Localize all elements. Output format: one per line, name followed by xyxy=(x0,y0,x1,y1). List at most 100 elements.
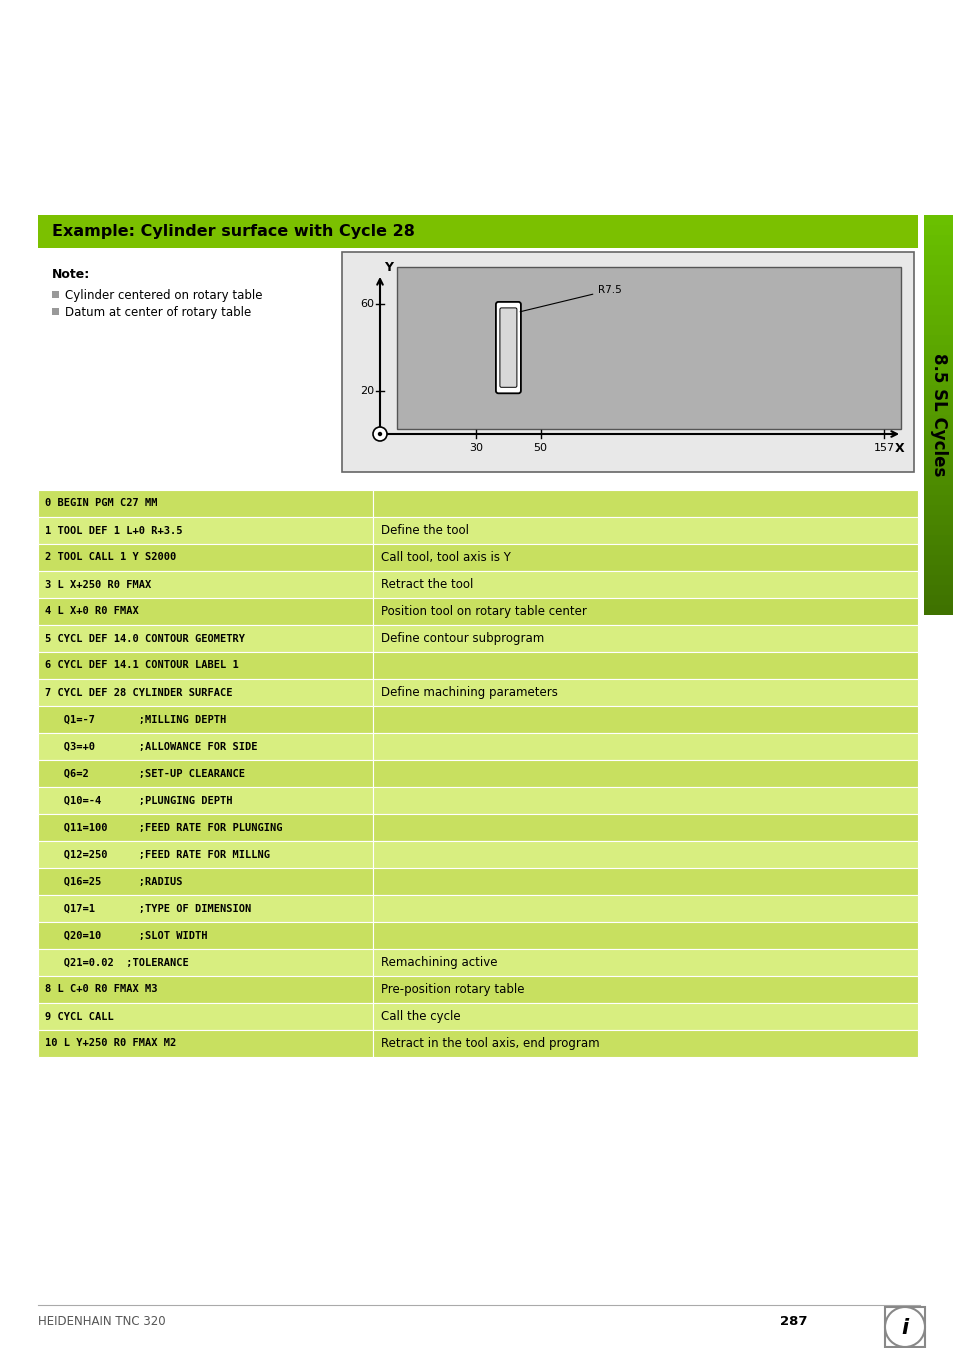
Text: Q1=-7       ;MILLING DEPTH: Q1=-7 ;MILLING DEPTH xyxy=(45,714,226,724)
Bar xyxy=(373,841,917,868)
Text: 60: 60 xyxy=(359,299,374,310)
Bar xyxy=(923,305,953,315)
Text: Example: Cylinder surface with Cycle 28: Example: Cylinder surface with Cycle 28 xyxy=(52,224,415,239)
Text: R7.5: R7.5 xyxy=(519,284,621,311)
Text: Note:: Note: xyxy=(52,268,91,280)
Bar xyxy=(923,485,953,495)
Bar xyxy=(923,515,953,524)
Text: Define contour subprogram: Define contour subprogram xyxy=(380,632,543,644)
Bar xyxy=(923,275,953,284)
Bar xyxy=(923,474,953,485)
Text: Datum at center of rotary table: Datum at center of rotary table xyxy=(65,306,251,319)
Bar xyxy=(38,652,373,679)
Text: Q10=-4      ;PLUNGING DEPTH: Q10=-4 ;PLUNGING DEPTH xyxy=(45,795,233,806)
Text: 0 BEGIN PGM C27 MM: 0 BEGIN PGM C27 MM xyxy=(45,499,157,508)
FancyBboxPatch shape xyxy=(496,302,520,394)
Text: i: i xyxy=(901,1318,907,1339)
Bar xyxy=(38,706,373,733)
Text: 1 TOOL DEF 1 L+0 R+3.5: 1 TOOL DEF 1 L+0 R+3.5 xyxy=(45,526,182,535)
Circle shape xyxy=(377,431,382,437)
Bar xyxy=(923,565,953,576)
Text: Q3=+0       ;ALLOWANCE FOR SIDE: Q3=+0 ;ALLOWANCE FOR SIDE xyxy=(45,741,257,751)
Bar xyxy=(923,445,953,456)
Bar xyxy=(38,572,373,599)
Text: 3 L X+250 R0 FMAX: 3 L X+250 R0 FMAX xyxy=(45,580,152,589)
Bar xyxy=(396,267,900,429)
Bar xyxy=(923,456,953,465)
Bar xyxy=(923,386,953,395)
Bar xyxy=(38,868,373,895)
Bar xyxy=(373,976,917,1003)
Text: Call tool, tool axis is Y: Call tool, tool axis is Y xyxy=(380,551,511,563)
Bar xyxy=(373,599,917,625)
Bar xyxy=(373,625,917,652)
Bar xyxy=(373,787,917,814)
Bar xyxy=(373,652,917,679)
Bar xyxy=(923,284,953,295)
Text: Q20=10      ;SLOT WIDTH: Q20=10 ;SLOT WIDTH xyxy=(45,930,208,941)
Bar xyxy=(373,868,917,895)
Text: 50: 50 xyxy=(533,443,547,453)
Bar xyxy=(923,375,953,386)
Bar xyxy=(923,225,953,235)
Bar xyxy=(923,545,953,555)
Bar xyxy=(38,895,373,922)
Bar xyxy=(373,895,917,922)
Bar xyxy=(52,307,59,315)
Text: 287: 287 xyxy=(780,1316,806,1328)
Text: 7 CYCL DEF 28 CYLINDER SURFACE: 7 CYCL DEF 28 CYLINDER SURFACE xyxy=(45,687,233,697)
Text: Q6=2        ;SET-UP CLEARANCE: Q6=2 ;SET-UP CLEARANCE xyxy=(45,768,245,779)
Text: Define machining parameters: Define machining parameters xyxy=(380,686,558,700)
Text: Cylinder centered on rotary table: Cylinder centered on rotary table xyxy=(65,288,262,302)
Bar xyxy=(923,594,953,605)
Text: 2 TOOL CALL 1 Y S2000: 2 TOOL CALL 1 Y S2000 xyxy=(45,553,176,562)
Text: 6 CYCL DEF 14.1 CONTOUR LABEL 1: 6 CYCL DEF 14.1 CONTOUR LABEL 1 xyxy=(45,661,238,670)
Text: Y: Y xyxy=(384,262,393,274)
Bar xyxy=(373,760,917,787)
Bar xyxy=(923,295,953,305)
Bar xyxy=(38,949,373,976)
Bar xyxy=(923,355,953,365)
Text: 9 CYCL CALL: 9 CYCL CALL xyxy=(45,1011,113,1022)
Bar xyxy=(923,535,953,545)
Bar xyxy=(38,1030,373,1057)
Text: Q12=250     ;FEED RATE FOR MILLNG: Q12=250 ;FEED RATE FOR MILLNG xyxy=(45,849,270,860)
Bar xyxy=(373,679,917,706)
Bar xyxy=(38,733,373,760)
Bar xyxy=(373,1003,917,1030)
Text: 8 L C+0 R0 FMAX M3: 8 L C+0 R0 FMAX M3 xyxy=(45,984,157,995)
Text: 8.5 SL Cycles: 8.5 SL Cycles xyxy=(929,353,947,477)
Bar xyxy=(373,545,917,572)
Bar xyxy=(38,922,373,949)
Bar xyxy=(38,787,373,814)
Bar xyxy=(38,491,373,518)
Text: 30: 30 xyxy=(469,443,483,453)
Bar xyxy=(923,506,953,515)
Bar xyxy=(923,325,953,336)
Bar xyxy=(38,976,373,1003)
Bar xyxy=(923,245,953,255)
Bar xyxy=(923,214,953,225)
Bar xyxy=(923,345,953,355)
Bar xyxy=(373,733,917,760)
Text: Q16=25      ;RADIUS: Q16=25 ;RADIUS xyxy=(45,876,182,887)
Bar xyxy=(38,545,373,572)
Bar xyxy=(373,814,917,841)
Bar xyxy=(52,291,59,298)
Bar xyxy=(923,266,953,275)
Bar xyxy=(923,415,953,425)
Bar xyxy=(923,576,953,585)
Text: X: X xyxy=(893,442,903,456)
Text: Call the cycle: Call the cycle xyxy=(380,1010,460,1023)
Bar xyxy=(38,841,373,868)
Bar xyxy=(923,315,953,325)
Text: Retract the tool: Retract the tool xyxy=(380,578,473,590)
Bar xyxy=(38,518,373,545)
Bar xyxy=(38,760,373,787)
Bar xyxy=(373,949,917,976)
Text: HEIDENHAIN TNC 320: HEIDENHAIN TNC 320 xyxy=(38,1316,166,1328)
Bar xyxy=(923,435,953,445)
Text: Retract in the tool axis, end program: Retract in the tool axis, end program xyxy=(380,1037,599,1050)
Bar xyxy=(923,336,953,345)
Text: 10 L Y+250 R0 FMAX M2: 10 L Y+250 R0 FMAX M2 xyxy=(45,1038,176,1049)
